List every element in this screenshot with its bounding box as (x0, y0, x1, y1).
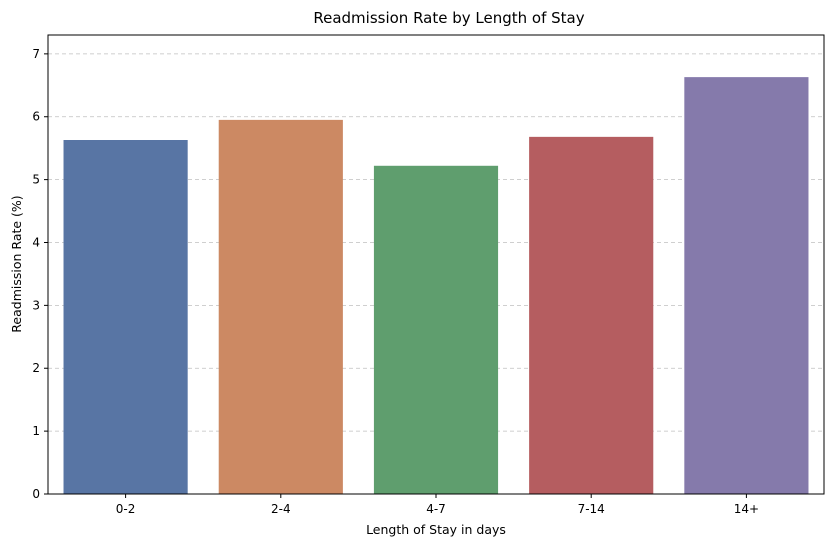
bars (63, 77, 809, 495)
bar-4-7 (373, 165, 499, 494)
x-ticks: 0-2 2-4 4-7 7-14 14+ (116, 494, 759, 516)
bar-7-14 (529, 136, 654, 494)
y-tick-label: 6 (32, 110, 40, 124)
y-tick-label: 1 (32, 424, 40, 438)
x-tick-label: 4-7 (426, 502, 446, 516)
y-tick-label: 4 (32, 235, 40, 249)
bar-2-4 (218, 119, 343, 495)
bar-0-2 (63, 140, 188, 495)
x-tick-label: 14+ (734, 502, 759, 516)
x-tick-label: 0-2 (116, 502, 136, 516)
y-tick-label: 2 (32, 361, 40, 375)
y-axis-label: Readmission Rate (%) (9, 195, 24, 332)
x-tick-label: 7-14 (578, 502, 605, 516)
y-ticks: 0 1 2 3 4 5 6 7 (32, 47, 48, 501)
x-tick-label: 2-4 (271, 502, 291, 516)
y-tick-label: 3 (32, 298, 40, 312)
y-tick-label: 0 (32, 487, 40, 501)
x-axis-label: Length of Stay in days (366, 522, 506, 537)
y-tick-label: 5 (32, 173, 40, 187)
chart-title: Readmission Rate by Length of Stay (313, 9, 584, 27)
y-tick-label: 7 (32, 47, 40, 61)
bar-14+ (684, 77, 809, 495)
